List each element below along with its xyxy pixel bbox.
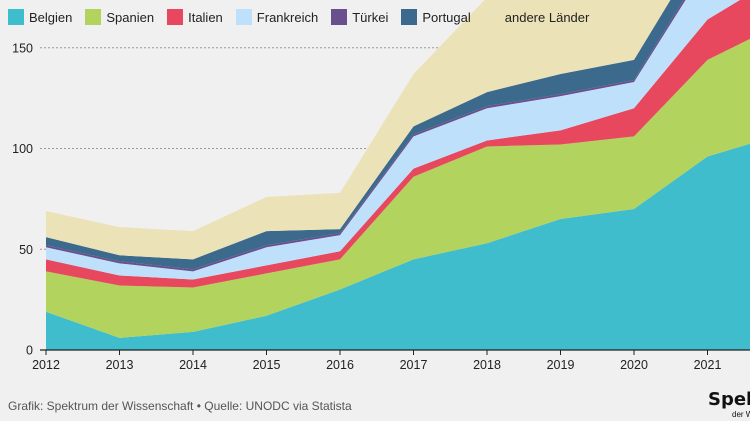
legend-item-türkei: Türkei [331,9,388,25]
source-caption: Grafik: Spektrum der Wissenschaft • Quel… [8,399,352,413]
x-tick-label-2018: 2018 [473,358,501,372]
area-andere-länder [46,0,671,260]
legend-swatch-spanien [85,9,102,25]
logo-title: Spektrum [708,390,750,410]
legend-item-spanien: Spanien [85,9,154,25]
x-tick-label-2016: 2016 [326,358,354,372]
legend-label-türkei: Türkei [352,9,389,25]
area-belgien [46,143,750,350]
x-tick-label-2012: 2012 [32,358,60,372]
y-grid: 050100150200250300 [12,41,750,358]
legend-label-andere-länder: andere Länder [504,9,590,25]
legend-label-spanien: Spanien [106,9,155,25]
spektrum-logo: Spektrum der Wissenschaft [708,390,750,421]
legend-item-italien: Italien [167,9,223,25]
x-tick-label-2013: 2013 [106,358,134,372]
legend-item-andere-länder: andere Länder [483,9,590,25]
legend-swatch-portugal [401,9,418,25]
legend-swatch-belgien [8,9,24,25]
legend-swatch-türkei [331,9,348,25]
x-tick-label-2017: 2017 [400,358,428,372]
legend-swatch-andere-länder [483,9,500,25]
legend-swatch-frankreich [235,9,252,25]
legend-label-belgien: Belgien [29,9,73,25]
logo-subtitle: der Wissenschaft [732,410,750,419]
y-tick-label-50: 50 [19,243,33,257]
area-frankreich [46,0,740,280]
legend-label-italien: Italien [188,9,223,25]
legend-label-portugal: Portugal [422,9,471,25]
x-tick-label-2015: 2015 [253,358,281,372]
legend-item-portugal: Portugal [401,9,471,25]
x-axis: 2012 2013 2014 2015 2016 2017 2018 2019 2020 2021 [32,350,721,372]
legend-item-frankreich: Frankreich [235,9,319,25]
chart-legend: Belgien Spanien Italien Frankreich Türkei Por… [8,9,602,25]
legend-swatch-italien [167,9,184,25]
y-tick-label-100: 100 [12,142,33,156]
y-tick-label-0: 0 [26,344,33,358]
area-spanien [46,38,750,338]
legend-label-frankreich: Frankreich [256,9,319,25]
x-tick-label-2014: 2014 [179,358,207,372]
x-tick-label-2021: 2021 [694,358,722,372]
x-tick-label-2020: 2020 [620,358,648,372]
legend-item-belgien: Belgien [8,9,72,25]
area-series [46,0,750,350]
y-tick-label-150: 150 [12,41,33,55]
x-tick-label-2019: 2019 [547,358,575,372]
